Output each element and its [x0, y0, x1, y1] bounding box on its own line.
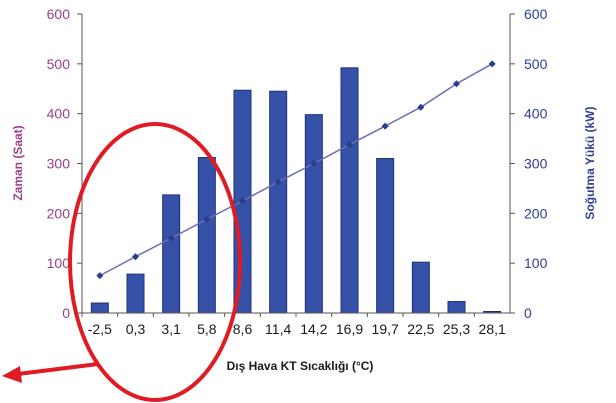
- left-tick-label-4: 400: [47, 106, 71, 122]
- line-point-10: [453, 80, 460, 88]
- x-tick-label-3: 5,8: [197, 321, 217, 337]
- y-axis-left-title: Zaman (Saat): [11, 125, 25, 200]
- line-point-9: [417, 103, 425, 111]
- line-point-4: [239, 197, 246, 205]
- right-tick-label-0: 0: [524, 305, 532, 321]
- x-tick-label-10: 25,3: [443, 321, 470, 337]
- right-tick-label-3: 300: [524, 156, 548, 172]
- line-point-0: [96, 272, 104, 280]
- x-axis-ticks: -2,5 0,3 3,1 5,8 8,6 11,4 14,2 16,9 19,7 22,5 25,3…: [81, 313, 506, 337]
- bar-10: [447, 301, 466, 314]
- annotations: [2, 122, 242, 402]
- x-tick-label-2: 3,1: [161, 321, 181, 337]
- right-tick-label-6: 600: [524, 6, 548, 22]
- bar-1: [126, 273, 145, 314]
- line-series: [96, 60, 496, 280]
- right-tick-label-4: 400: [524, 106, 548, 122]
- line-point-1: [132, 253, 139, 261]
- left-tick-label-0: 0: [62, 305, 70, 321]
- annotation-arrow-head: [2, 366, 22, 383]
- bar-series: [90, 67, 502, 314]
- bar-0: [90, 302, 109, 314]
- highlight-ellipse: [68, 122, 242, 402]
- x-tick-label-4: 8,6: [233, 321, 253, 337]
- right-tick-label-2: 200: [524, 205, 548, 221]
- left-axis-ticks: 0 100 200 300 400 500 600: [47, 6, 82, 321]
- line-point-8: [381, 122, 389, 130]
- left-tick-label-6: 600: [47, 6, 71, 22]
- x-tick-label-9: 22,5: [407, 321, 434, 337]
- right-tick-label-1: 100: [524, 255, 548, 271]
- x-tick-label-8: 19,7: [372, 321, 399, 337]
- x-tick-label-0: -2,5: [88, 321, 112, 337]
- x-tick-label-1: 0,3: [126, 321, 146, 337]
- right-axis-ticks: 0 100 200 300 400 500 600: [510, 6, 548, 321]
- y-axis-right-title: Soğutma Yükü (kW): [583, 106, 597, 219]
- bar-8: [376, 158, 395, 314]
- bar-3: [197, 157, 216, 314]
- right-tick-label-5: 500: [524, 56, 548, 72]
- x-tick-label-7: 16,9: [336, 321, 363, 337]
- left-tick-label-5: 500: [47, 56, 71, 72]
- x-tick-label-5: 11,4: [265, 321, 291, 337]
- line-path: [99, 63, 493, 277]
- left-tick-label-1: 100: [47, 255, 71, 271]
- bar-6: [304, 114, 323, 314]
- x-tick-label-6: 14,2: [300, 321, 327, 337]
- bar-2: [162, 194, 181, 314]
- line-point-6: [310, 160, 318, 167]
- axes: [81, 14, 511, 314]
- x-axis-title: Dış Hava KT Sıcaklığı (°C): [227, 359, 374, 373]
- annotation-arrow-line: [17, 362, 99, 376]
- line-point-5: [274, 178, 282, 186]
- left-tick-label-2: 200: [47, 205, 71, 221]
- bar-7: [340, 67, 359, 314]
- line-point-11: [488, 60, 496, 68]
- bar-9: [411, 261, 430, 314]
- bar-5: [269, 90, 288, 314]
- line-point-7: [346, 141, 353, 149]
- line-point-3: [203, 215, 211, 223]
- x-tick-label-11: 28,1: [479, 321, 506, 337]
- left-tick-label-3: 300: [47, 156, 71, 172]
- line-point-2: [167, 234, 175, 242]
